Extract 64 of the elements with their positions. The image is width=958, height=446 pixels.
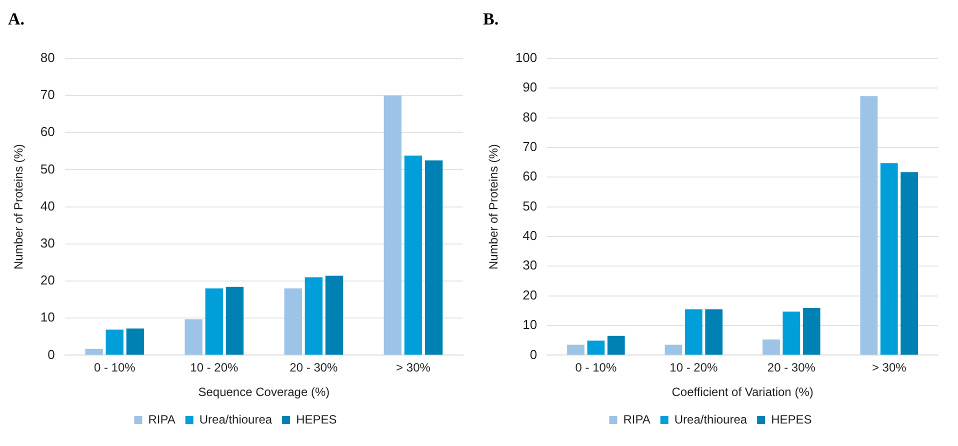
y-tick-label: 70	[522, 139, 538, 154]
x-axis-title: Coefficient of Variation (%)	[672, 385, 814, 400]
bar	[226, 286, 244, 355]
chart-title: A.	[8, 10, 25, 29]
bar	[684, 309, 702, 355]
x-tick-label: 10 - 20%	[670, 360, 718, 375]
bar	[900, 172, 918, 355]
bar	[404, 156, 422, 355]
legend-label: HEPES	[296, 412, 337, 426]
bar	[284, 288, 302, 355]
y-tick-label: 20	[522, 287, 538, 302]
bar	[607, 336, 625, 355]
y-tick-label: 70	[40, 87, 55, 102]
y-tick-label: 30	[40, 235, 55, 250]
bar	[126, 328, 144, 355]
y-tick-label: 0	[530, 346, 538, 362]
x-tick-label: 0 - 10%	[575, 360, 617, 375]
y-tick-label: 10	[522, 317, 538, 332]
bar	[424, 160, 443, 355]
x-axis-title: Sequence Coverage (%)	[198, 385, 330, 400]
chart-title: B.	[483, 10, 499, 29]
x-tick-label: > 30%	[872, 360, 907, 375]
y-tick-label: 60	[522, 168, 538, 184]
x-tick-label: 0 - 10%	[94, 360, 136, 375]
y-axis-title: Number of Proteins (%)	[486, 144, 501, 270]
legend-label: HEPES	[771, 412, 812, 426]
bar	[184, 319, 202, 355]
bar	[664, 344, 682, 355]
bar	[304, 277, 323, 355]
bar	[384, 96, 402, 355]
legend-label: RIPA	[148, 412, 176, 426]
y-tick-label: 80	[522, 109, 538, 124]
y-tick-label: 80	[40, 50, 55, 65]
bar	[567, 344, 584, 355]
y-tick-label: 40	[40, 198, 55, 214]
y-tick-label: 40	[522, 228, 538, 244]
y-tick-label: 0	[48, 346, 55, 362]
y-tick-label: 30	[522, 258, 538, 273]
bar	[705, 309, 723, 355]
y-tick-label: 60	[40, 124, 55, 140]
y-tick-label: 20	[40, 272, 55, 288]
x-tick-label: 10 - 20%	[190, 360, 239, 375]
bar	[782, 312, 800, 355]
bar	[762, 339, 780, 355]
y-tick-label: 50	[40, 161, 55, 176]
y-tick-label: 100	[515, 50, 538, 65]
y-tick-label: 90	[522, 80, 538, 95]
legend-label: RIPA	[623, 412, 650, 426]
bar	[860, 96, 878, 355]
bar	[802, 308, 820, 355]
x-tick-label: > 30%	[396, 360, 431, 375]
y-tick-label: 10	[40, 310, 55, 325]
y-axis-title: Number of Proteins (%)	[12, 144, 26, 270]
x-tick-label: 20 - 30%	[767, 360, 816, 375]
bar	[205, 288, 224, 355]
y-tick-label: 50	[522, 198, 538, 214]
bar	[587, 340, 605, 355]
bar	[880, 163, 898, 355]
bar	[106, 330, 124, 355]
x-tick-label: 20 - 30%	[290, 360, 338, 375]
bar	[325, 276, 344, 355]
legend-label: Urea/thiourea	[674, 412, 748, 426]
legend-label: Urea/thiourea	[199, 412, 272, 426]
bar	[85, 348, 103, 355]
